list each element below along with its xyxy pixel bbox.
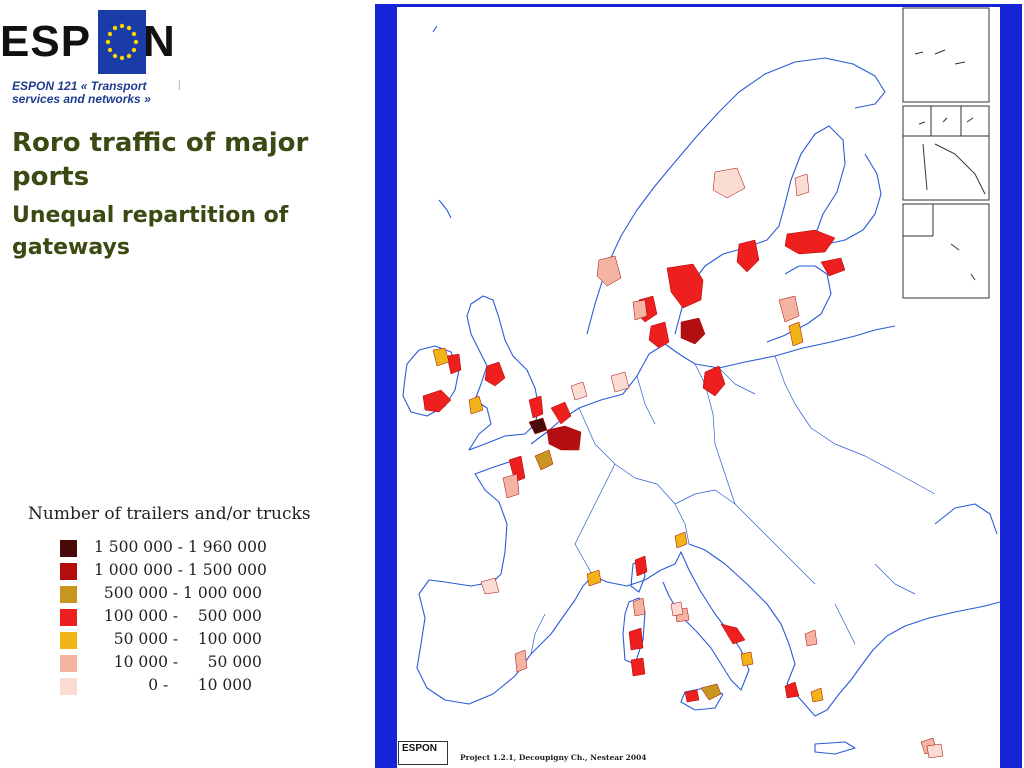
region-spain-north bbox=[514, 649, 528, 673]
legend-swatch bbox=[60, 609, 77, 626]
region-marseille bbox=[586, 569, 602, 587]
mini-logo-text: ESPON bbox=[402, 743, 438, 754]
legend-swatch bbox=[60, 563, 77, 580]
region-lulea bbox=[712, 167, 746, 199]
espon-logo: ESP N bbox=[0, 10, 182, 74]
region-patras bbox=[784, 681, 800, 699]
coast-adriatic-east bbox=[688, 543, 790, 645]
page-subheading: Unequal repartition of gateways bbox=[12, 203, 289, 260]
region-trelleborg bbox=[680, 317, 706, 345]
coast-italy bbox=[660, 551, 750, 691]
coast-baltic-states bbox=[766, 265, 832, 343]
region-genoa bbox=[634, 555, 648, 577]
region-poland bbox=[610, 371, 630, 393]
region-sardinia-south bbox=[630, 657, 646, 677]
region-messina bbox=[700, 683, 722, 701]
region-hull bbox=[528, 395, 544, 419]
region-bari bbox=[720, 623, 746, 645]
region-stockholm bbox=[736, 239, 760, 273]
legend-item: 500 000 - 1 000 000 bbox=[28, 584, 358, 607]
legend-item: 1 000 000 - 1 500 000 bbox=[28, 561, 358, 584]
region-tallinn bbox=[820, 257, 846, 277]
legend-item: 1 500 000 - 1 960 000 bbox=[28, 538, 358, 561]
inset-french-guiana bbox=[902, 135, 990, 201]
region-oslo bbox=[632, 299, 648, 321]
region-denmark bbox=[648, 321, 670, 349]
legend-swatch bbox=[60, 632, 77, 649]
region-antwerp-zeebrugge bbox=[550, 401, 572, 425]
coast-crete bbox=[814, 741, 856, 755]
legend-label: 100 000 - 500 000 bbox=[94, 607, 262, 625]
region-gdynia bbox=[702, 365, 726, 397]
region-gothenburg bbox=[666, 263, 704, 309]
coast-france-south bbox=[592, 569, 662, 587]
region-cherbourg bbox=[508, 455, 526, 483]
europe-map bbox=[375, 4, 1022, 768]
country-borders bbox=[530, 355, 936, 655]
coast-black-sea bbox=[934, 503, 998, 535]
region-helsinki bbox=[784, 229, 836, 255]
legend-swatch bbox=[60, 655, 77, 672]
region-ancona bbox=[674, 531, 688, 549]
region-cork bbox=[422, 389, 452, 413]
region-belfast bbox=[432, 347, 450, 367]
coast-great-britain bbox=[466, 295, 540, 451]
region-piraeus bbox=[810, 687, 824, 703]
legend-label: 10 000 - 50 000 bbox=[94, 653, 262, 671]
region-sardinia-north bbox=[628, 627, 644, 651]
legend-item: 100 000 - 500 000 bbox=[28, 607, 358, 630]
legend-swatch bbox=[60, 678, 77, 695]
legend-label: 1 500 000 - 1 960 000 bbox=[94, 538, 267, 556]
project-subtitle: ESPON 121 « Transport services and netwo… bbox=[12, 79, 151, 106]
divider: | bbox=[178, 80, 181, 91]
page-title: Roro traffic of major ports bbox=[12, 128, 309, 192]
region-bordeaux bbox=[502, 473, 520, 499]
legend-label: 50 000 - 100 000 bbox=[94, 630, 262, 648]
coast-iceland-faroe bbox=[432, 25, 452, 219]
region-finland-west bbox=[794, 173, 810, 197]
region-italy-south bbox=[670, 601, 684, 617]
legend-item: 0 - 10 000 bbox=[28, 676, 358, 699]
coast-sweden-finland bbox=[674, 125, 882, 335]
coast-france-west bbox=[474, 461, 510, 583]
legend-label: 500 000 - 1 000 000 bbox=[94, 584, 262, 602]
coast-iberia bbox=[416, 575, 594, 705]
map-frame-left bbox=[375, 4, 397, 768]
logo-text-right: N bbox=[143, 17, 176, 66]
region-bergen bbox=[596, 255, 622, 287]
inset-canary-islands bbox=[902, 7, 990, 103]
legend-swatch bbox=[60, 586, 77, 603]
region-valencia bbox=[632, 597, 646, 617]
inset-reunion bbox=[902, 203, 990, 299]
legend-label: 1 000 000 - 1 500 000 bbox=[94, 561, 267, 579]
region-palermo bbox=[684, 689, 700, 703]
coast-ireland bbox=[402, 345, 460, 417]
legend-title: Number of trailers and/or trucks bbox=[28, 504, 311, 524]
region-riga bbox=[788, 321, 804, 347]
region-calais-dunkirk bbox=[546, 425, 582, 451]
legend-item: 10 000 - 50 000 bbox=[28, 653, 358, 676]
region-brindisi bbox=[740, 651, 754, 667]
legend-item: 50 000 - 100 000 bbox=[28, 630, 358, 653]
map-frame-top bbox=[375, 4, 1022, 7]
region-le-havre bbox=[534, 449, 554, 471]
logo-text-left: ESP bbox=[0, 17, 92, 66]
map-frame-right bbox=[1000, 4, 1022, 768]
map-legend: Number of trailers and/or trucks 1 500 0… bbox=[28, 504, 358, 699]
region-spain-east bbox=[480, 577, 500, 595]
region-riga-gulf bbox=[778, 295, 800, 323]
eu-flag-icon bbox=[98, 10, 146, 74]
region-holyhead bbox=[468, 395, 484, 415]
legend-label: 0 - 10 000 bbox=[94, 676, 253, 694]
legend-swatch bbox=[60, 540, 77, 557]
coast-norway bbox=[586, 57, 886, 335]
map-credit: Project 1.2.1, Decoupigny Ch., Nestear 2… bbox=[460, 753, 647, 762]
region-liverpool bbox=[484, 361, 506, 387]
region-cyprus bbox=[926, 743, 944, 759]
region-netherlands bbox=[570, 381, 588, 401]
region-dublin bbox=[446, 353, 462, 375]
region-greece-west bbox=[804, 629, 818, 647]
mini-espon-logo: ESPON bbox=[398, 741, 448, 765]
